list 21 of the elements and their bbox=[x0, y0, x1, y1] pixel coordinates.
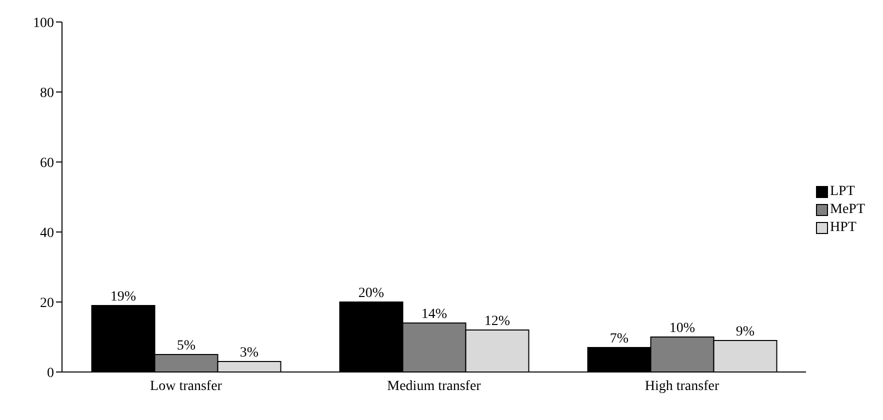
data-label: 9% bbox=[736, 324, 755, 340]
legend-label: HPT bbox=[830, 220, 856, 236]
data-label: 14% bbox=[421, 307, 448, 322]
data-label: 7% bbox=[610, 332, 629, 346]
data-label: 20% bbox=[358, 286, 384, 301]
y-tick-label: 60 bbox=[40, 156, 54, 171]
data-label: 3% bbox=[240, 346, 259, 360]
data-label: 5% bbox=[176, 338, 196, 354]
y-tick-label: 100 bbox=[33, 16, 54, 31]
y-tick-label: 20 bbox=[40, 296, 54, 311]
legend-label: MePT bbox=[830, 202, 865, 218]
y-tick-label: 80 bbox=[40, 86, 54, 101]
data-label: 12% bbox=[484, 314, 510, 329]
legend-label: LPT bbox=[830, 184, 855, 200]
x-tick-label: High transfer bbox=[644, 378, 720, 394]
y-tick-label: 0 bbox=[47, 366, 54, 381]
data-label: 10% bbox=[669, 321, 696, 336]
data-label: 19% bbox=[110, 290, 136, 304]
x-tick-label: Low transfer bbox=[150, 378, 222, 394]
x-tick-label: Medium transfer bbox=[387, 378, 482, 394]
y-tick-label: 40 bbox=[40, 226, 54, 241]
